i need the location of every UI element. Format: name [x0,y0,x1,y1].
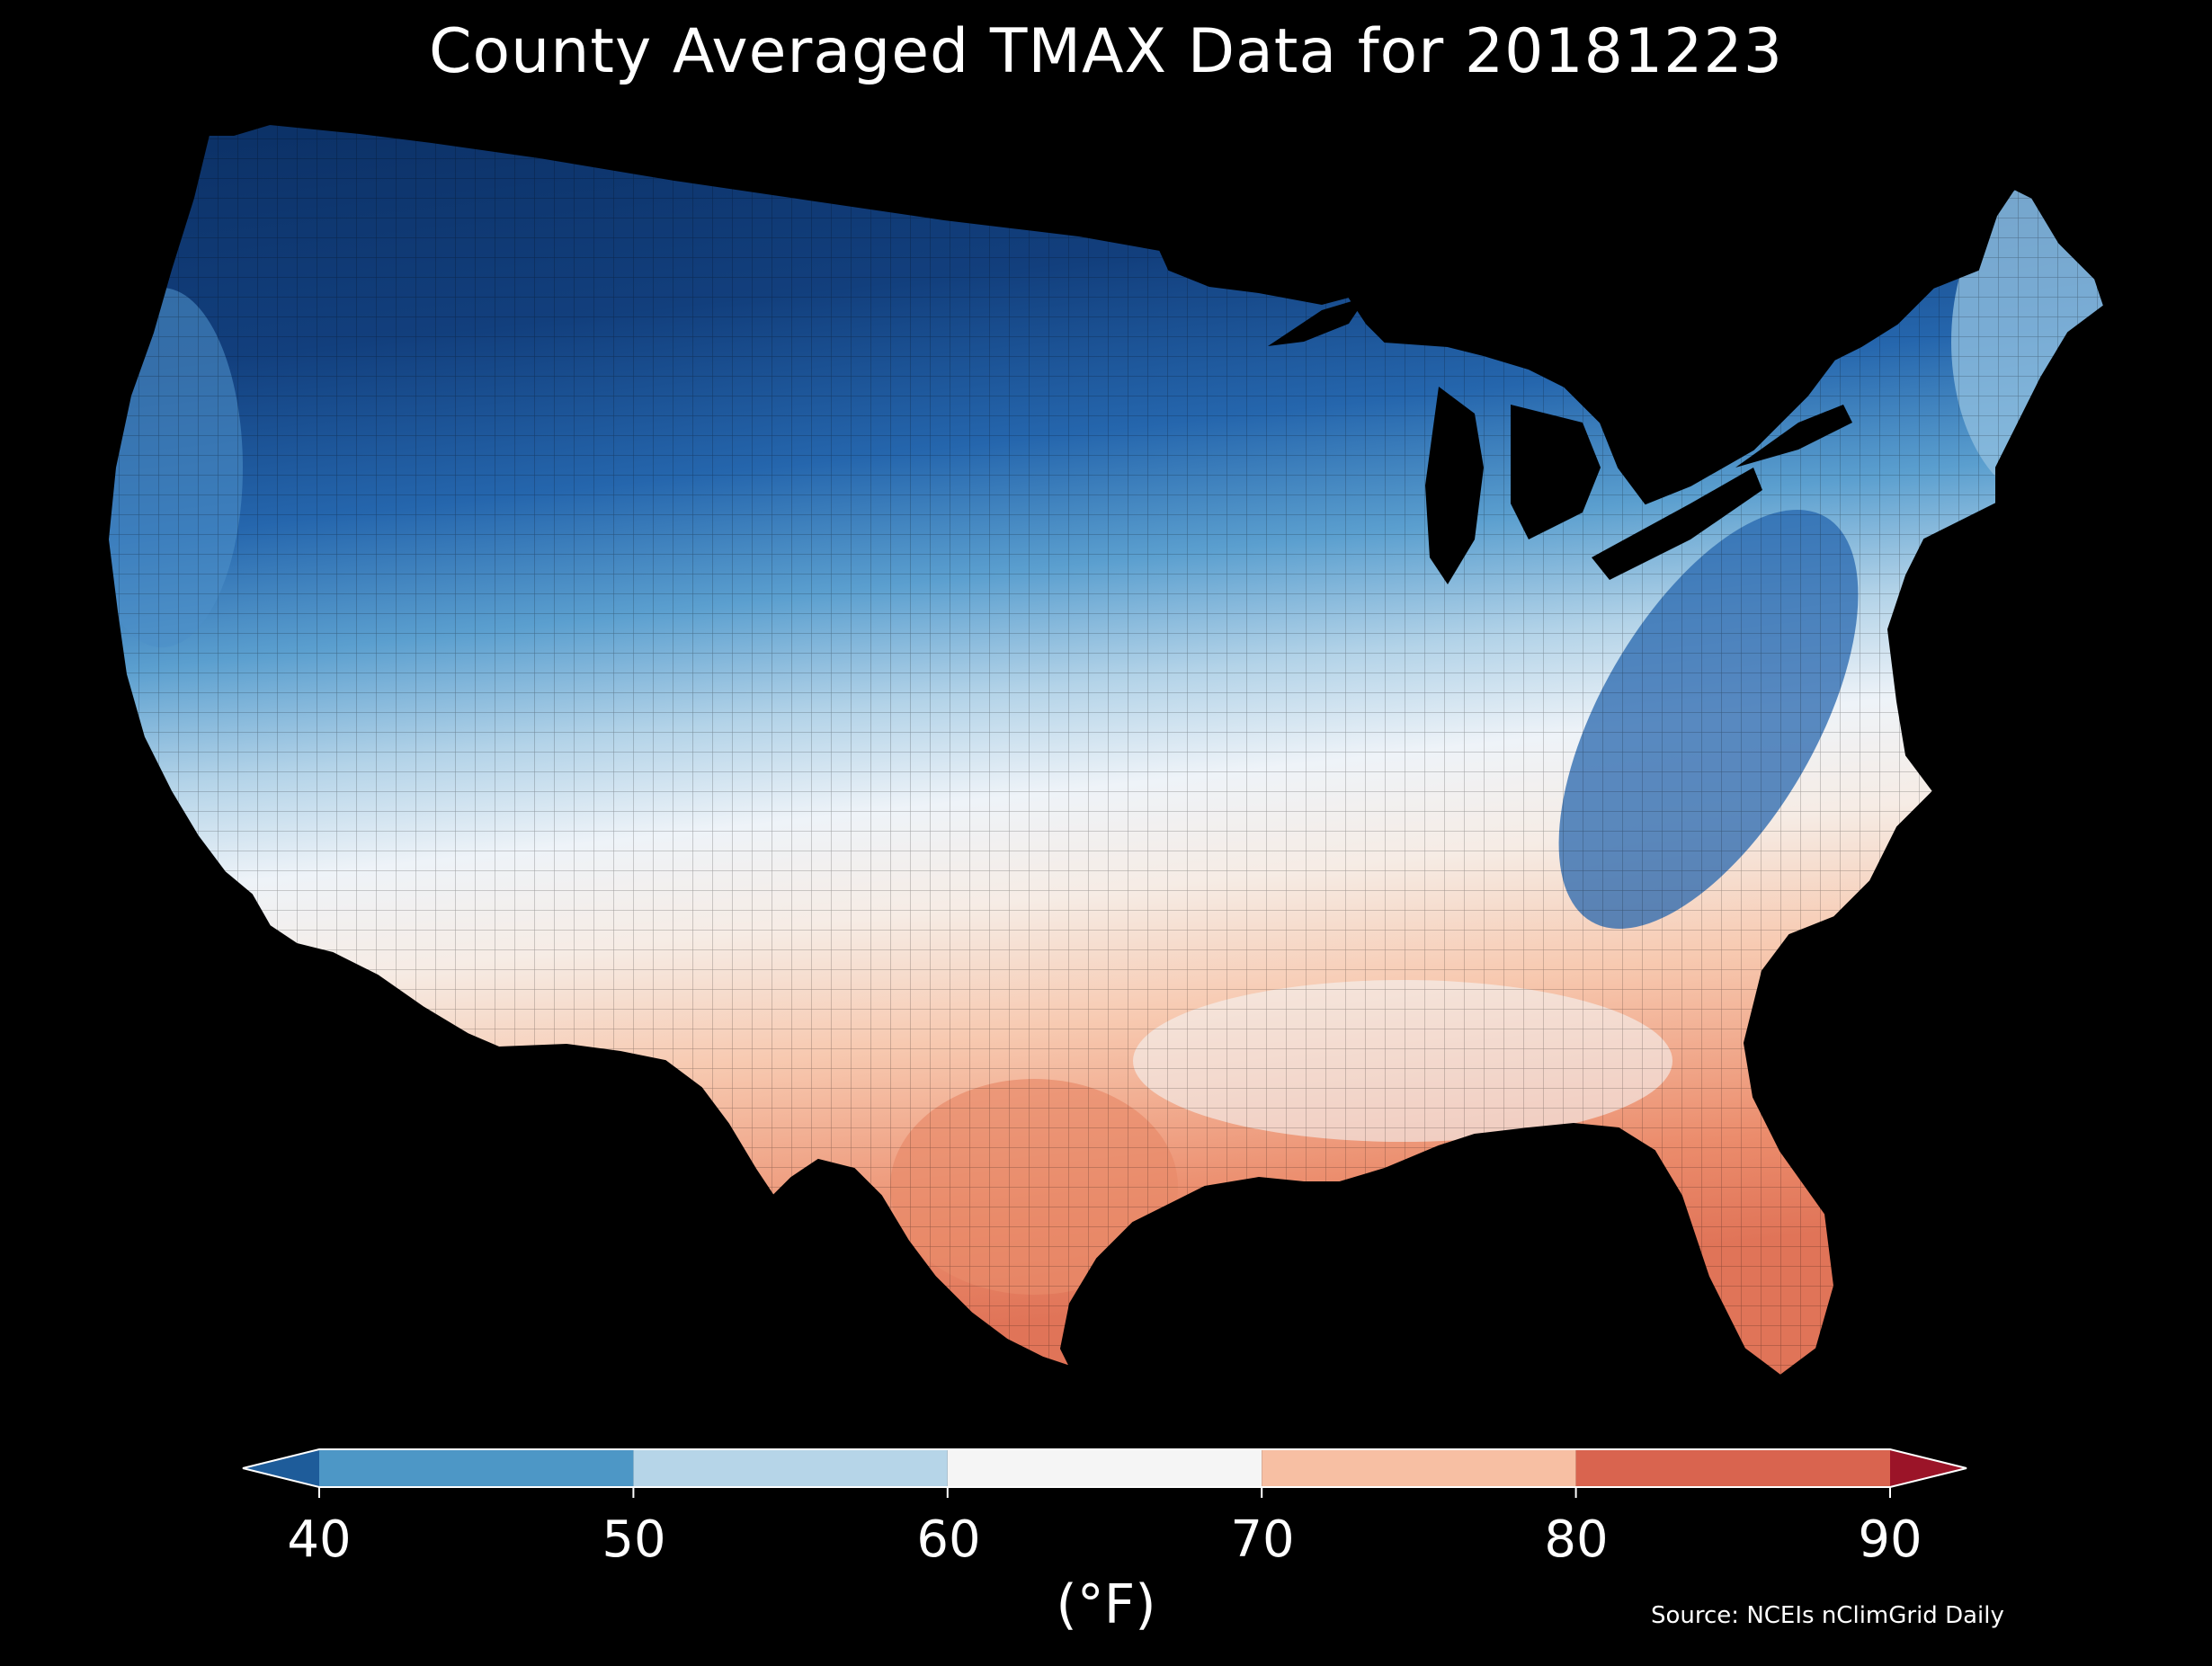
colorbar-unit-label: (°F) [1056,1573,1156,1636]
colorbar [242,1448,1967,1498]
colorbar-bin [1575,1449,1890,1487]
colorbar-tick-label: 50 [602,1510,666,1569]
colorbar-tick-label: 70 [1230,1510,1295,1569]
colorbar-tick-label: 40 [287,1510,352,1569]
great-lakes [1268,297,1852,584]
colorbar-extend-low [243,1449,319,1487]
colorbar-bin [319,1449,634,1487]
colorbar-bin [1262,1449,1576,1487]
colorbar-bin [633,1449,948,1487]
us-county-tmax-map [106,122,2106,1377]
colorbar-tick-label: 90 [1858,1510,1922,1569]
colorbar-tick-label: 80 [1544,1510,1609,1569]
colorbar-extend-high [1890,1449,1967,1487]
colorbar-bin [947,1449,1262,1487]
source-note: Source: NCEIs nClimGrid Daily [1651,1602,2004,1629]
colorbar-tick-label: 60 [916,1510,981,1569]
map-title: County Averaged TMAX Data for 20181223 [429,16,1783,87]
